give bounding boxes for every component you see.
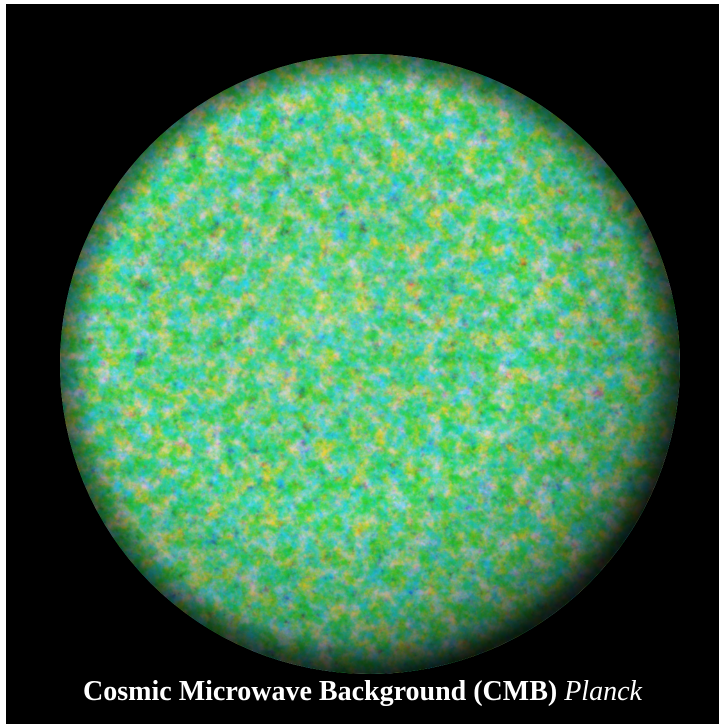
- caption-title: Cosmic Microwave Background (CMB): [83, 676, 558, 707]
- cmb-sphere: [6, 4, 719, 724]
- caption-mission: Planck: [564, 676, 642, 707]
- figure-caption: Cosmic Microwave Background (CMB) Planck: [6, 672, 719, 712]
- image-panel: Cosmic Microwave Background (CMB) Planck: [6, 4, 719, 724]
